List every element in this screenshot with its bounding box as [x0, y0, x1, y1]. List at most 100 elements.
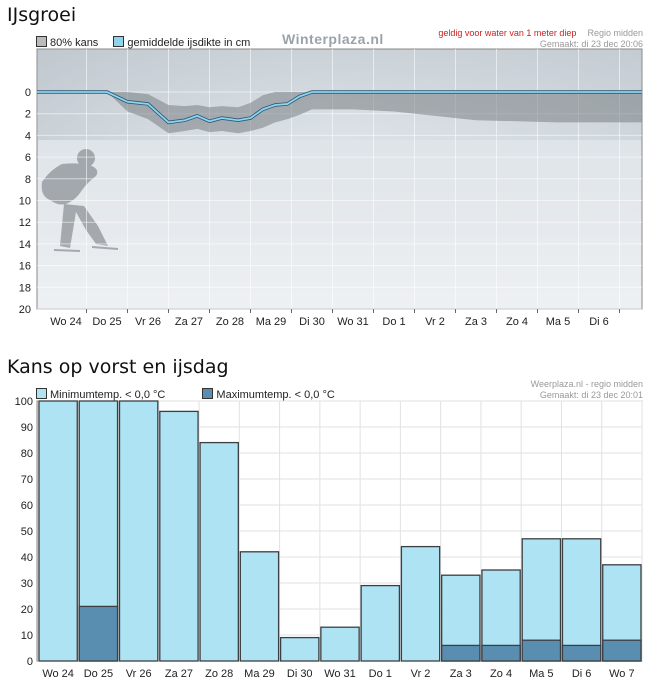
ice-x-tick-label: Zo 28 — [216, 316, 244, 328]
frost-x-tick-label: Wo 7 — [609, 668, 634, 680]
bar-min-temp-di-30 — [279, 636, 320, 662]
bar-min-temp-di-6 — [561, 538, 602, 662]
legend-swatch-average-ice — [113, 36, 125, 47]
ice-y-tick-label: 16 — [19, 261, 31, 273]
ice-x-tick-label: Do 25 — [92, 316, 121, 328]
ice-x-tick-label: Ma 29 — [256, 316, 287, 328]
frost-x-tick-label: Do 25 — [84, 668, 113, 680]
bar-min-temp-wo-24 — [38, 400, 78, 662]
frost-x-tick-label: Di 6 — [572, 668, 592, 680]
frost-y-tick-label: 20 — [21, 604, 33, 616]
frost-x-tick-label: Vr 26 — [126, 668, 152, 680]
ice-x-tick-label: Wo 31 — [337, 316, 369, 328]
bar-max-temp-di-6 — [561, 644, 602, 662]
ice-x-tick-label: Di 6 — [589, 316, 609, 328]
legend-label-80-percent: 80% kans — [50, 37, 99, 49]
frost-y-tick-label: 60 — [21, 500, 33, 512]
legend-label-max-temp: Maximumtemp. < 0,0 °C — [216, 389, 335, 401]
skater-silhouette — [41, 149, 118, 252]
bar-max-temp-ma-5 — [521, 639, 562, 662]
legend-swatch-min-temp — [36, 388, 47, 399]
frost-made: Gemaakt: di 23 dec 20:01 — [539, 390, 643, 400]
bar-min-temp-ma-29 — [239, 551, 280, 662]
ice-made: Gemaakt: di 23 dec 20:06 — [539, 39, 643, 49]
ice-x-tick-label: Vr 2 — [425, 316, 445, 328]
frost-bars — [38, 400, 642, 662]
ice-x-tick-label: Wo 24 — [50, 316, 82, 328]
frost-x-tick-label: Za 3 — [450, 668, 472, 680]
legend-item-80-percent: 80% kans — [36, 36, 101, 49]
ice-y-tick-label: 8 — [25, 174, 31, 186]
ice-meta: geldig voor water van 1 meter diep Regio… — [438, 28, 643, 50]
bar-max-temp-wo-7 — [602, 639, 642, 662]
frost-chart-title: Kans op vorst en ijsdag — [7, 356, 229, 378]
frost-y-tick-label: 80 — [21, 448, 33, 460]
frost-x-tick-label: Vr 2 — [411, 668, 431, 680]
ice-y-tick-label: 20 — [19, 304, 31, 316]
ice-y-tick-label: 4 — [25, 130, 31, 142]
skater-blades — [54, 246, 118, 252]
bar-max-temp-do-25 — [78, 605, 119, 662]
frost-x-tick-label: Za 27 — [165, 668, 193, 680]
ice-x-tick-label: Zo 4 — [506, 316, 528, 328]
frost-meta: Weerplaza.nl - regio midden Gemaakt: di … — [531, 379, 643, 401]
ice-chart-title: IJsgroei — [7, 4, 77, 26]
frost-x-tick-label: Zo 28 — [205, 668, 233, 680]
frost-legend: Minimumtemp. < 0,0 °C Maximumtemp. < 0,0… — [36, 388, 347, 401]
legend-item-average-ice: gemiddelde ijsdikte in cm — [113, 36, 251, 49]
frost-x-tick-label: Di 30 — [287, 668, 313, 680]
bar-max-temp-zo-4 — [481, 644, 521, 662]
winterplaza-watermark: Winterplaza.nl — [282, 31, 384, 47]
bar-min-temp-vr-2 — [400, 545, 441, 662]
ice-x-tick-label: Di 30 — [299, 316, 325, 328]
bar-min-temp-za-27 — [159, 410, 199, 662]
frost-x-tick-label: Ma 29 — [244, 668, 275, 680]
ice-y-tick-label: 0 — [25, 87, 31, 99]
ice-y-tick-label: 12 — [19, 217, 31, 229]
bar-min-temp-zo-28 — [199, 441, 239, 662]
frost-y-tick-label: 100 — [15, 396, 33, 408]
frost-x-tick-label: Wo 24 — [42, 668, 74, 680]
legend-item-max-temp: Maximumtemp. < 0,0 °C — [202, 388, 335, 401]
bar-max-temp-za-3 — [441, 644, 481, 662]
ice-x-tick-label: Za 27 — [175, 316, 203, 328]
ice-average-line — [37, 90, 642, 125]
legend-swatch-80-percent — [36, 36, 47, 47]
frost-y-tick-label: 10 — [21, 630, 33, 642]
ice-x-tick-label: Vr 26 — [135, 316, 161, 328]
ice-y-tick-label: 2 — [25, 109, 31, 121]
frost-y-tick-label: 90 — [21, 422, 33, 434]
legend-label-min-temp: Minimumtemp. < 0,0 °C — [50, 389, 166, 401]
frost-x-tick-label: Wo 31 — [324, 668, 356, 680]
skater-body — [41, 163, 98, 205]
ice-x-tick-label: Za 3 — [465, 316, 487, 328]
ice-region: Regio midden — [587, 28, 643, 38]
frost-x-tick-label: Do 1 — [369, 668, 392, 680]
ice-y-axis: 0 2 4 6 8 10 12 14 16 18 20 — [19, 87, 31, 316]
skater-legs — [60, 204, 108, 248]
bar-min-temp-vr-26 — [118, 400, 159, 662]
frost-y-tick-label: 50 — [21, 526, 33, 538]
frost-y-tick-label: 30 — [21, 578, 33, 590]
ice-growth-chart: 0 2 4 6 8 10 12 14 16 18 20 Wo 24 Do 25 Vr 26 Za 27 Zo… — [19, 48, 643, 328]
ice-y-tick-label: 18 — [19, 282, 31, 294]
frost-y-tick-label: 70 — [21, 474, 33, 486]
frost-y-tick-label: 40 — [21, 552, 33, 564]
legend-label-average-ice: gemiddelde ijsdikte in cm — [127, 37, 251, 49]
ice-x-tick-label: Do 1 — [382, 316, 405, 328]
ice-legend: 80% kans gemiddelde ijsdikte in cm — [36, 36, 262, 49]
frost-x-tick-label: Ma 5 — [529, 668, 553, 680]
ice-y-tick-label: 10 — [19, 196, 31, 208]
frost-y-axis: 0 10 20 30 40 50 60 70 80 90 100 — [15, 396, 33, 668]
ice-warning: geldig voor water van 1 meter diep — [438, 28, 577, 38]
frost-y-tick-label: 0 — [27, 656, 33, 668]
ice-x-tick-label: Ma 5 — [546, 316, 570, 328]
frost-x-tick-label: Zo 4 — [490, 668, 512, 680]
bar-min-temp-do-1 — [360, 584, 401, 662]
ice-line-series — [37, 91, 642, 124]
ice-x-axis: Wo 24 Do 25 Vr 26 Za 27 Zo 28 Ma 29 Di 30 Wo 31… — [50, 309, 620, 328]
legend-swatch-max-temp — [202, 388, 214, 399]
ice-y-tick-label: 14 — [19, 239, 31, 251]
legend-item-min-temp: Minimumtemp. < 0,0 °C — [36, 388, 168, 401]
